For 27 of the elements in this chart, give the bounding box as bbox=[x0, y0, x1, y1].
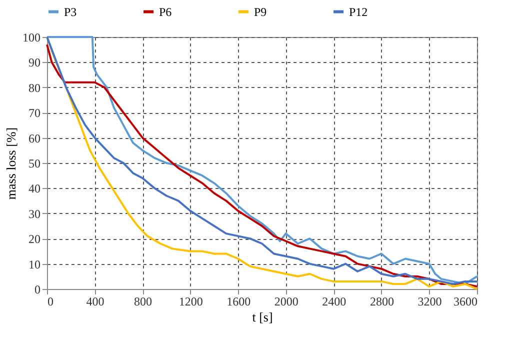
y-tick-label: 100 bbox=[22, 30, 40, 44]
y-tick-label: 90 bbox=[28, 56, 40, 70]
y-tick-label: 50 bbox=[28, 156, 40, 170]
x-tick-label: 3600 bbox=[454, 294, 478, 308]
legend-label: P3 bbox=[64, 4, 77, 19]
legend-label: P9 bbox=[254, 4, 267, 19]
x-tick-label: 2000 bbox=[274, 294, 298, 308]
x-tick-label: 2800 bbox=[370, 294, 394, 308]
y-tick-label: 10 bbox=[28, 257, 40, 272]
y-tick-label: 20 bbox=[28, 232, 40, 246]
x-tick-label: 2400 bbox=[322, 294, 346, 308]
y-tick-label: 40 bbox=[28, 182, 40, 196]
legend-label: P12 bbox=[349, 4, 368, 19]
y-tick-label: 80 bbox=[28, 80, 40, 95]
x-axis-title: t [s] bbox=[252, 310, 273, 324]
y-tick-label: 60 bbox=[28, 131, 40, 146]
x-tick-label: 0 bbox=[48, 294, 54, 308]
x-tick-label: 800 bbox=[134, 294, 152, 308]
y-tick-label: 30 bbox=[28, 206, 40, 221]
x-tick-label: 1200 bbox=[178, 294, 203, 308]
y-tick-label: 70 bbox=[28, 106, 40, 120]
y-axis-title: mass loss [%] bbox=[4, 127, 18, 200]
y-tick-label: 0 bbox=[34, 282, 40, 296]
x-tick-label: 1600 bbox=[226, 294, 251, 308]
legend-label: P6 bbox=[159, 4, 172, 19]
x-tick-label: 3200 bbox=[418, 294, 442, 308]
x-tick-label: 400 bbox=[86, 294, 104, 308]
